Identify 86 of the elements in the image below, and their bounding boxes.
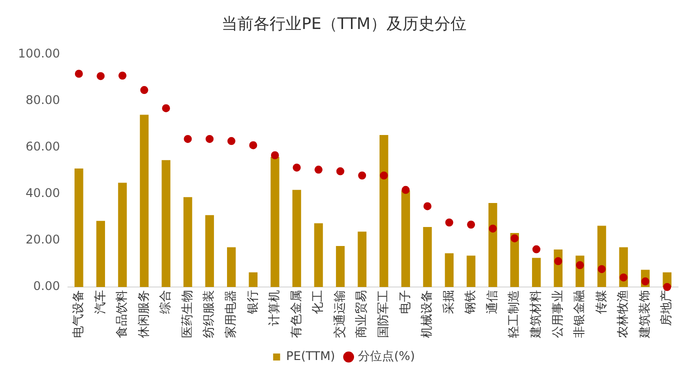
point: [532, 245, 540, 254]
chart-title: 当前各行业PE（TTM）及历史分位: [222, 14, 466, 33]
x-tick-label: 家用电器: [224, 290, 238, 338]
x-tick-label: 电子: [398, 290, 412, 314]
x-tick-label: 轻工制造: [506, 290, 521, 338]
bar: [466, 256, 476, 287]
x-tick-label: 纺织服装: [202, 290, 216, 338]
point: [402, 186, 410, 194]
bar: [183, 197, 192, 287]
bar: [314, 223, 323, 287]
point: [576, 261, 584, 270]
point: [663, 283, 672, 291]
x-tick-label: 休闲服务: [136, 290, 150, 338]
y-tick-label: 80.00: [26, 92, 60, 107]
y-tick-label: 40.00: [26, 186, 60, 200]
y-tick-label: 60.00: [26, 139, 60, 154]
point: [270, 151, 279, 160]
x-tick-label: 公用事业: [550, 290, 564, 338]
point: [358, 171, 366, 180]
bar: [118, 182, 127, 287]
y-tick-label: 0.00: [33, 279, 60, 294]
x-tick-label: 计算机: [267, 290, 282, 326]
x-tick-label: 农林牧渔: [616, 290, 630, 338]
point: [314, 166, 323, 174]
x-tick-label: 国防军工: [376, 290, 390, 338]
bar: [205, 215, 214, 287]
point: [488, 224, 497, 233]
point: [510, 234, 519, 242]
point: [598, 265, 606, 274]
x-tick-label: 商业贸易: [354, 290, 368, 338]
bar: [597, 226, 606, 287]
legend-label: 分位点(%): [358, 349, 415, 364]
point: [467, 220, 476, 229]
bar: [270, 156, 280, 287]
bar: [488, 202, 498, 287]
x-tick-label: 机械设备: [420, 290, 434, 338]
x-tick-label: 银行: [245, 290, 260, 315]
x-tick-label: 化工: [310, 290, 325, 314]
point: [162, 104, 170, 112]
bar: [248, 272, 258, 287]
x-tick-label: 有色金属: [288, 290, 303, 338]
point: [380, 171, 388, 180]
point: [423, 202, 432, 210]
x-tick-label: 医药生物: [180, 290, 194, 338]
point: [227, 137, 236, 146]
x-tick-label: 食品饮料: [114, 290, 129, 338]
bar: [162, 160, 170, 287]
legend-label: PE(TTM): [286, 349, 336, 364]
x-tick-label: 电气设备: [71, 290, 86, 338]
bar: [532, 258, 541, 287]
point: [336, 167, 344, 176]
bar: [336, 246, 345, 287]
point: [96, 72, 105, 80]
bar: [380, 134, 388, 287]
point: [249, 141, 258, 150]
bar: [74, 168, 84, 287]
point: [140, 86, 148, 94]
y-tick-label: 100.00: [18, 46, 60, 60]
x-tick-label: 采掘: [441, 290, 456, 314]
point: [620, 273, 628, 282]
x-tick-label: 建筑装饰: [637, 290, 652, 339]
y-tick-label: 20.00: [26, 232, 60, 247]
bar: [401, 190, 410, 287]
bar: [423, 226, 432, 287]
bar: [444, 253, 454, 287]
bar: [292, 190, 302, 287]
point: [206, 134, 214, 143]
bar: [140, 114, 149, 287]
x-tick-label: 综合: [158, 290, 172, 314]
bar: [227, 247, 236, 287]
point: [118, 72, 126, 80]
point: [292, 164, 301, 172]
bar: [358, 232, 366, 287]
x-tick-label: 通信: [484, 290, 499, 314]
x-tick-label: 传媒: [594, 290, 608, 314]
x-tick-label: 房地产: [659, 290, 674, 326]
x-tick-label: 汽车: [92, 290, 107, 314]
x-tick-label: 建筑材料: [528, 290, 543, 339]
point: [184, 134, 192, 143]
point: [445, 218, 454, 227]
bar: [96, 220, 106, 287]
x-tick-label: 非银金融: [572, 290, 586, 338]
point: [554, 257, 562, 266]
x-tick-label: 交通运输: [332, 290, 346, 338]
point: [74, 70, 83, 78]
x-tick-label: 钢铁: [463, 290, 478, 315]
